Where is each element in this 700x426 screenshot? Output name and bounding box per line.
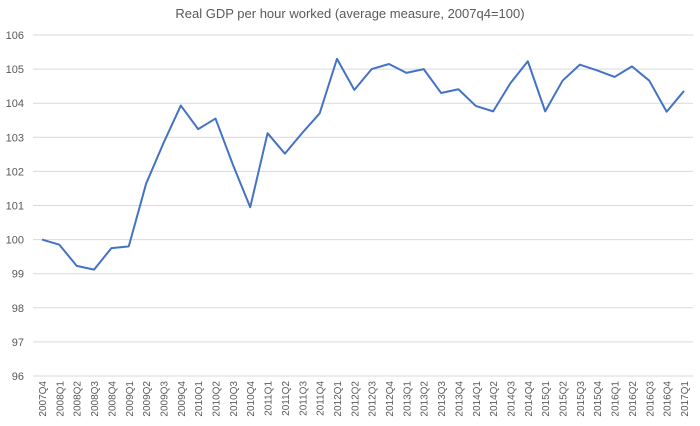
- x-tick-label: 2013Q3: [437, 381, 448, 417]
- x-tick-label: 2010Q1: [194, 381, 205, 417]
- y-tick-label: 100: [6, 235, 24, 247]
- x-tick-label: 2009Q3: [159, 381, 170, 417]
- x-tick-label: 2007Q4: [38, 381, 49, 417]
- y-tick-label: 101: [6, 201, 24, 213]
- y-tick-label: 99: [12, 269, 24, 281]
- x-tick-label: 2013Q1: [402, 381, 413, 417]
- y-tick-label: 96: [12, 371, 24, 383]
- x-tick-label: 2014Q4: [524, 381, 535, 417]
- x-tick-label: 2010Q3: [229, 381, 240, 417]
- x-tick-label: 2012Q2: [350, 381, 361, 417]
- y-tick-label: 105: [6, 64, 24, 76]
- data-line: [41, 57, 685, 271]
- x-tick-label: 2008Q4: [107, 381, 118, 417]
- chart-title: Real GDP per hour worked (average measur…: [175, 6, 525, 21]
- y-tick-label: 98: [12, 303, 24, 315]
- x-tick-label: 2015Q2: [559, 381, 570, 417]
- x-tick-label: 2016Q4: [663, 381, 674, 417]
- x-tick-label: 2014Q3: [506, 381, 517, 417]
- x-tick-label: 2009Q2: [142, 381, 153, 417]
- x-tick-label: 2011Q1: [264, 381, 275, 416]
- y-tick-label: 106: [6, 30, 24, 42]
- x-tick-label: 2015Q3: [576, 381, 587, 417]
- y-tick-label: 104: [6, 98, 24, 110]
- x-tick-label: 2008Q3: [90, 381, 101, 417]
- x-tick-label: 2008Q2: [73, 381, 84, 417]
- x-tick-label: 2015Q4: [593, 381, 604, 417]
- x-tick-label: 2011Q2: [281, 381, 292, 416]
- y-tick-label: 102: [6, 166, 24, 178]
- x-tick-label: 2014Q1: [472, 381, 483, 417]
- x-tick-label: 2013Q4: [454, 381, 465, 417]
- x-tick-label: 2010Q4: [246, 381, 257, 417]
- x-tick-label: 2016Q3: [645, 381, 656, 417]
- x-tick-label: 2017Q1: [680, 381, 691, 417]
- x-tick-label: 2012Q4: [385, 381, 396, 417]
- x-tick-label: 2016Q1: [611, 381, 622, 417]
- x-tick-label: 2009Q1: [125, 381, 136, 417]
- x-tick-label: 2009Q4: [177, 381, 188, 417]
- x-tick-label: 2008Q1: [55, 381, 66, 417]
- x-tick-label: 2015Q1: [541, 381, 552, 417]
- x-tick-label: 2012Q1: [333, 381, 344, 417]
- y-tick-label: 97: [12, 337, 24, 349]
- x-tick-label: 2011Q3: [298, 381, 309, 416]
- y-tick-label: 103: [6, 132, 24, 144]
- x-tick-label: 2014Q2: [489, 381, 500, 417]
- x-tick-label: 2011Q4: [316, 381, 327, 416]
- x-tick-label: 2012Q3: [368, 381, 379, 417]
- x-tick-label: 2013Q2: [420, 381, 431, 417]
- x-tick-label: 2010Q2: [212, 381, 223, 417]
- x-tick-label: 2016Q2: [628, 381, 639, 417]
